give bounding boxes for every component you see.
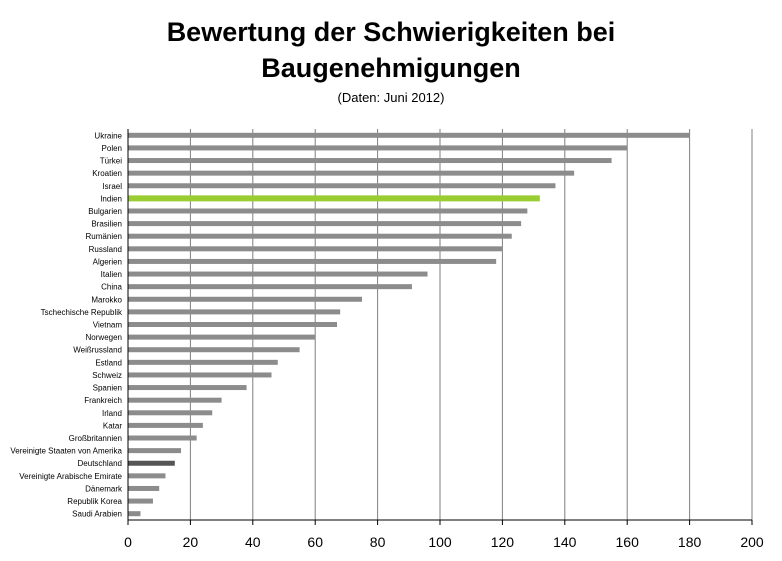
x-tick-label-1: 20 bbox=[183, 534, 199, 550]
category-label-25: Vereinigte Staaten von Amerika bbox=[10, 447, 122, 456]
category-label-5: Indien bbox=[100, 194, 122, 203]
x-tick-label-5: 100 bbox=[428, 534, 452, 550]
category-label-26: Deutschland bbox=[78, 459, 122, 468]
category-label-12: China bbox=[101, 283, 122, 292]
category-label-18: Estland bbox=[95, 358, 122, 367]
bar-11 bbox=[128, 271, 428, 277]
bar-27 bbox=[128, 473, 166, 479]
category-label-2: Türkei bbox=[100, 157, 122, 166]
bar-8 bbox=[128, 233, 512, 239]
x-tick-label-0: 0 bbox=[124, 534, 132, 550]
bar-1 bbox=[128, 145, 628, 151]
x-tick-label-4: 80 bbox=[370, 534, 386, 550]
category-label-19: Schweiz bbox=[92, 371, 122, 380]
x-tick-label-6: 120 bbox=[491, 534, 515, 550]
bar-4 bbox=[128, 183, 556, 189]
category-label-22: Irland bbox=[102, 409, 122, 418]
bar-20 bbox=[128, 385, 247, 391]
category-label-6: Bulgarien bbox=[88, 207, 122, 216]
bar-21 bbox=[128, 397, 222, 403]
x-tick-label-10: 200 bbox=[740, 534, 764, 550]
bar-10 bbox=[128, 258, 497, 264]
category-label-16: Norwegen bbox=[86, 333, 122, 342]
category-label-8: Rumänien bbox=[86, 232, 122, 241]
category-label-0: Ukraine bbox=[94, 131, 122, 140]
bar-7 bbox=[128, 221, 522, 227]
bar-24 bbox=[128, 435, 197, 441]
bar-23 bbox=[128, 422, 203, 428]
category-label-29: Republik Korea bbox=[67, 497, 122, 506]
bar-18 bbox=[128, 359, 278, 365]
x-tick-label-7: 140 bbox=[553, 534, 577, 550]
chart-subtitle: (Daten: Juni 2012) bbox=[337, 90, 445, 105]
chart-title: Bewertung der Schwierigkeiten bei Baugen… bbox=[0, 14, 782, 86]
category-label-3: Kroatien bbox=[92, 169, 122, 178]
category-label-28: Dänemark bbox=[85, 484, 123, 493]
bar-17 bbox=[128, 347, 300, 353]
bar-15 bbox=[128, 322, 338, 327]
bar-6 bbox=[128, 208, 528, 214]
bar-28 bbox=[128, 485, 160, 491]
category-label-10: Algerien bbox=[93, 257, 122, 266]
bar-29 bbox=[128, 498, 153, 504]
category-label-23: Katar bbox=[103, 421, 122, 430]
category-label-24: Großbritannien bbox=[69, 434, 122, 443]
bar-5 bbox=[128, 195, 540, 202]
category-label-15: Vietnam bbox=[93, 321, 123, 330]
category-label-14: Tschechische Republik bbox=[41, 308, 123, 317]
bar-19 bbox=[128, 372, 272, 378]
category-label-4: Israel bbox=[102, 182, 122, 191]
category-label-13: Marokko bbox=[91, 295, 122, 304]
bar-22 bbox=[128, 410, 213, 416]
bar-30 bbox=[128, 511, 141, 517]
bar-0 bbox=[128, 132, 690, 138]
x-tick-label-8: 160 bbox=[616, 534, 640, 550]
category-label-27: Vereinigte Arabische Emirate bbox=[19, 472, 122, 481]
category-label-7: Brasilien bbox=[91, 220, 122, 229]
category-label-1: Polen bbox=[102, 144, 122, 153]
category-label-20: Spanien bbox=[93, 384, 122, 393]
chart-title-line-2: Baugenehmigungen bbox=[261, 53, 521, 83]
bar-12 bbox=[128, 284, 412, 290]
bar-3 bbox=[128, 170, 575, 176]
category-label-17: Weißrussland bbox=[73, 346, 122, 355]
category-label-21: Frankreich bbox=[84, 396, 122, 405]
bar-14 bbox=[128, 309, 341, 315]
category-label-11: Italien bbox=[101, 270, 122, 279]
bar-2 bbox=[128, 158, 612, 164]
bar-16 bbox=[128, 334, 316, 340]
bar-13 bbox=[128, 296, 362, 302]
bar-26 bbox=[128, 460, 175, 466]
x-tick-label-2: 40 bbox=[245, 534, 261, 550]
category-label-9: Russland bbox=[89, 245, 122, 254]
bar-25 bbox=[128, 448, 182, 454]
x-tick-label-9: 180 bbox=[678, 534, 702, 550]
chart-title-line-1: Bewertung der Schwierigkeiten bei bbox=[166, 17, 616, 47]
category-label-30: Saudi Arabien bbox=[72, 510, 122, 519]
x-tick-label-3: 60 bbox=[307, 534, 323, 550]
bar-9 bbox=[128, 246, 503, 252]
